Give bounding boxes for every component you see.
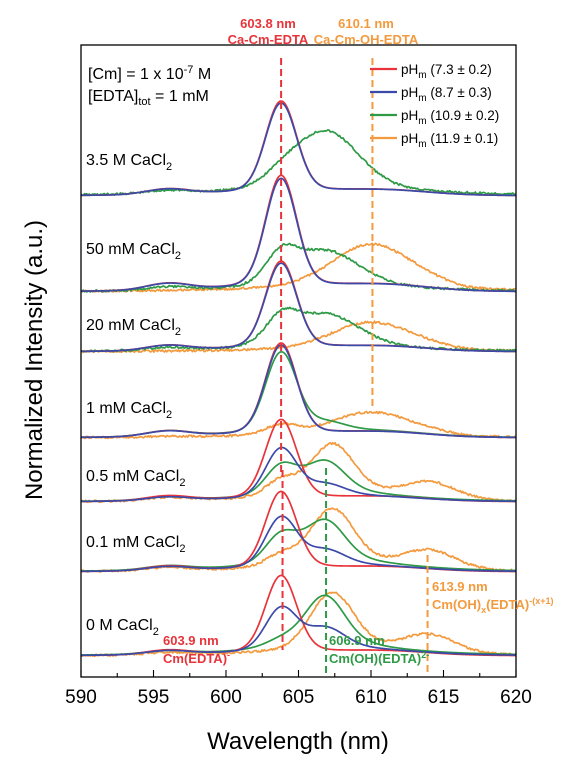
curve-green-panel-3 bbox=[80, 306, 517, 353]
panel-label: 20 mM CaCl2 bbox=[86, 317, 181, 338]
curve-red-panel-4 bbox=[80, 342, 517, 439]
panel-label: 0 M CaCl2 bbox=[86, 617, 159, 638]
panel-label: 0.1 mM CaCl2 bbox=[86, 534, 185, 555]
annotation-species: Cm(OH)(EDTA)2- bbox=[329, 650, 429, 666]
x-tick-label: 595 bbox=[138, 687, 170, 708]
annotation-value: 613.9 nm bbox=[432, 579, 488, 594]
edta-concentration: [EDTA]tot = 1 mM bbox=[88, 88, 209, 108]
curve-red-panel-3 bbox=[80, 260, 517, 353]
panel-label: 50 mM CaCl2 bbox=[86, 241, 181, 262]
annotation-species: Cm(EDTA)- bbox=[163, 650, 230, 666]
annotation-species: Ca-Cm-OH-EDTA bbox=[314, 32, 419, 47]
annotation-value: 603.8 nm bbox=[240, 16, 296, 31]
x-tick-label: 600 bbox=[210, 687, 242, 708]
x-axis-label: Wavelength (nm) bbox=[207, 728, 389, 755]
legend-entry: pHm (11.9 ± 0.1) bbox=[401, 131, 498, 150]
curve-orange-panel-3 bbox=[80, 320, 517, 354]
annotation-species: Ca-Cm-EDTA bbox=[228, 32, 309, 47]
curve-blue-panel-7 bbox=[80, 605, 517, 657]
x-tick-label: 605 bbox=[283, 687, 315, 708]
x-tick-label: 620 bbox=[500, 687, 532, 708]
curve-green-panel-4 bbox=[80, 350, 517, 439]
curve-blue-panel-2 bbox=[80, 177, 517, 293]
legend-entry: pHm (8.7 ± 0.3) bbox=[401, 85, 492, 104]
spectra-curves bbox=[80, 100, 517, 658]
legend-entry: pHm (10.9 ± 0.2) bbox=[401, 108, 499, 127]
y-axis-label: Normalized Intensity (a.u.) bbox=[21, 220, 48, 500]
curve-orange-panel-7 bbox=[80, 591, 517, 658]
curve-blue-panel-4 bbox=[80, 344, 517, 439]
annotation-value: 610.1 nm bbox=[338, 16, 394, 31]
x-axis: 590 595 600 605 610 615 620 bbox=[65, 670, 532, 708]
annotation-value: 606.9 nm bbox=[329, 633, 385, 648]
cm-concentration: [Cm] = 1 x 10-7 M bbox=[88, 64, 211, 83]
panel-label: 1 mM CaCl2 bbox=[86, 400, 172, 421]
conditions-text: [Cm] = 1 x 10-7 M [EDTA]tot = 1 mM bbox=[88, 64, 211, 108]
curve-blue-panel-3 bbox=[80, 262, 517, 353]
x-tick-label: 590 bbox=[65, 687, 97, 708]
panel-labels: 3.5 M CaCl2 50 mM CaCl2 20 mM CaCl2 1 mM Ca… bbox=[86, 152, 185, 638]
curve-orange-panel-5 bbox=[80, 441, 517, 504]
curve-orange-panel-4 bbox=[80, 410, 517, 440]
annotation-species: Cm(OH)x(EDTA)-(x+1) bbox=[432, 596, 553, 615]
curve-blue-panel-1 bbox=[80, 102, 517, 197]
panel-label: 3.5 M CaCl2 bbox=[86, 152, 172, 173]
x-tick-label: 615 bbox=[428, 687, 460, 708]
legend-entry: pHm (7.3 ± 0.2) bbox=[401, 62, 492, 81]
legend: pHm (7.3 ± 0.2) pHm (8.7 ± 0.3) pHm (10.9 … bbox=[370, 62, 499, 150]
curve-red-panel-6 bbox=[81, 490, 517, 573]
curve-orange-panel-2 bbox=[80, 242, 517, 293]
reference-lines bbox=[280, 58, 429, 676]
curve-blue-panel-5 bbox=[81, 446, 517, 503]
annotation-value: 603.9 nm bbox=[163, 633, 219, 648]
panel-label: 0.5 mM CaCl2 bbox=[86, 468, 185, 489]
curve-blue-panel-6 bbox=[80, 515, 517, 573]
x-tick-label: 610 bbox=[355, 687, 387, 708]
